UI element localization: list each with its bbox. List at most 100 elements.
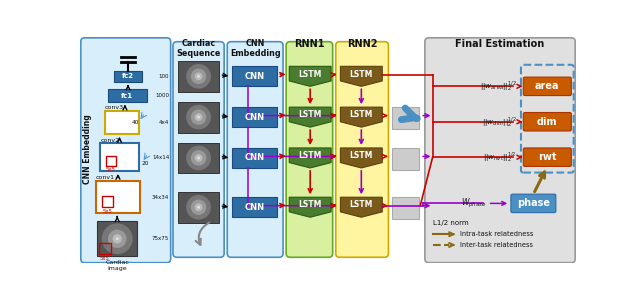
Text: CNN
Embedding: CNN Embedding xyxy=(230,38,280,58)
Circle shape xyxy=(195,113,202,121)
Text: $||w_{dim}||_2^{1/2}$: $||w_{dim}||_2^{1/2}$ xyxy=(482,115,517,128)
Bar xyxy=(232,107,277,127)
Text: 100: 100 xyxy=(159,74,169,79)
Circle shape xyxy=(197,206,200,209)
Text: $||w_{rwt}||_2^{1/2}$: $||w_{rwt}||_2^{1/2}$ xyxy=(483,150,517,164)
Text: LSTM: LSTM xyxy=(349,110,373,119)
Text: 34x34: 34x34 xyxy=(152,195,169,200)
Text: CNN: CNN xyxy=(244,113,264,122)
Text: $||w_{area}||_2^{1/2}$: $||w_{area}||_2^{1/2}$ xyxy=(480,80,517,93)
Polygon shape xyxy=(289,148,331,168)
Text: conv2: conv2 xyxy=(100,138,119,143)
Text: fc1: fc1 xyxy=(121,93,133,99)
Circle shape xyxy=(186,64,211,89)
Polygon shape xyxy=(340,197,382,217)
Circle shape xyxy=(195,203,202,211)
Circle shape xyxy=(186,195,211,220)
Bar xyxy=(232,66,277,86)
Text: CNN: CNN xyxy=(244,153,264,163)
Text: Inter-task relatedness: Inter-task relatedness xyxy=(460,242,532,248)
Text: 4x4: 4x4 xyxy=(159,120,169,125)
Circle shape xyxy=(195,73,202,80)
Text: conv3: conv3 xyxy=(105,105,124,110)
Circle shape xyxy=(116,237,119,240)
Text: area: area xyxy=(535,81,559,91)
FancyBboxPatch shape xyxy=(524,148,572,166)
Circle shape xyxy=(186,105,211,129)
Bar xyxy=(179,192,219,223)
Text: LSTM: LSTM xyxy=(349,151,373,160)
Text: Cardiac
Sequence: Cardiac Sequence xyxy=(177,38,221,58)
Text: LSTM: LSTM xyxy=(298,70,322,78)
Text: CNN Embedding: CNN Embedding xyxy=(83,115,92,184)
Text: fc2: fc2 xyxy=(122,73,134,79)
Text: Final Estimation: Final Estimation xyxy=(456,38,545,49)
Text: CNN: CNN xyxy=(244,203,264,212)
Circle shape xyxy=(191,110,206,125)
Bar xyxy=(102,197,113,207)
Text: LSTM: LSTM xyxy=(298,200,322,210)
FancyBboxPatch shape xyxy=(336,42,388,257)
Text: 20: 20 xyxy=(141,161,148,166)
Bar xyxy=(179,102,219,133)
Circle shape xyxy=(191,200,206,215)
Text: LSTM: LSTM xyxy=(298,151,322,160)
Bar xyxy=(99,243,111,254)
Text: 5x5: 5x5 xyxy=(106,167,116,172)
Circle shape xyxy=(191,69,206,84)
Circle shape xyxy=(102,223,132,254)
Polygon shape xyxy=(340,148,382,168)
Text: 14x14: 14x14 xyxy=(152,155,169,160)
Polygon shape xyxy=(340,66,382,86)
Bar xyxy=(232,197,277,217)
FancyBboxPatch shape xyxy=(173,42,224,257)
Text: Intra-task relatedness: Intra-task relatedness xyxy=(460,231,533,237)
Text: 5x5: 5x5 xyxy=(100,256,109,261)
Circle shape xyxy=(113,234,122,243)
Circle shape xyxy=(195,154,202,162)
Circle shape xyxy=(186,146,211,170)
Bar xyxy=(179,61,219,92)
Bar xyxy=(392,148,419,170)
Bar xyxy=(97,221,138,256)
FancyBboxPatch shape xyxy=(286,42,333,257)
Bar xyxy=(392,197,419,219)
Bar xyxy=(106,156,116,166)
Circle shape xyxy=(191,150,206,166)
Polygon shape xyxy=(289,66,331,86)
Text: 5x5: 5x5 xyxy=(102,209,112,214)
Bar xyxy=(108,89,147,102)
Bar xyxy=(100,143,139,171)
FancyBboxPatch shape xyxy=(227,42,283,257)
Text: conv1: conv1 xyxy=(95,175,115,180)
FancyArrowPatch shape xyxy=(401,108,417,120)
Text: phase: phase xyxy=(517,198,550,208)
Circle shape xyxy=(197,156,200,160)
Circle shape xyxy=(108,230,127,248)
Text: CNN: CNN xyxy=(244,72,264,81)
Text: dim: dim xyxy=(537,117,557,127)
Bar xyxy=(232,148,277,168)
Bar xyxy=(95,181,140,213)
Text: LSTM: LSTM xyxy=(298,110,322,119)
Text: 1000: 1000 xyxy=(155,93,169,98)
FancyArrowPatch shape xyxy=(196,222,209,245)
Bar xyxy=(105,111,139,134)
Text: $W_{phase}$: $W_{phase}$ xyxy=(461,197,487,210)
Circle shape xyxy=(197,75,200,78)
Bar xyxy=(392,107,419,129)
Text: Cardiac
image: Cardiac image xyxy=(105,260,129,271)
FancyBboxPatch shape xyxy=(524,112,572,131)
Polygon shape xyxy=(340,107,382,127)
FancyBboxPatch shape xyxy=(524,77,572,96)
Text: LSTM: LSTM xyxy=(349,200,373,210)
Bar xyxy=(114,71,142,82)
Text: L1/2 norm: L1/2 norm xyxy=(433,221,469,226)
FancyBboxPatch shape xyxy=(511,194,556,213)
Text: LSTM: LSTM xyxy=(349,70,373,78)
FancyBboxPatch shape xyxy=(81,38,171,263)
Text: 75x75: 75x75 xyxy=(152,236,169,241)
Polygon shape xyxy=(289,107,331,127)
Text: rwt: rwt xyxy=(538,152,557,162)
Bar xyxy=(179,143,219,173)
